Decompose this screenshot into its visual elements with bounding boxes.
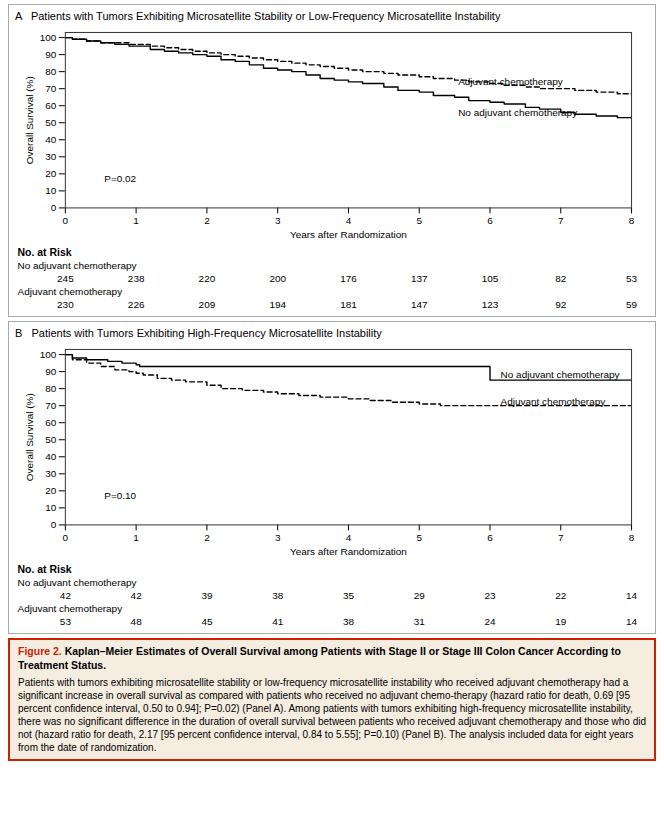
svg-text:5: 5 — [416, 215, 422, 226]
svg-text:100: 100 — [40, 349, 57, 360]
svg-text:20: 20 — [45, 485, 57, 496]
svg-text:59: 59 — [626, 299, 638, 310]
svg-text:22: 22 — [555, 590, 567, 601]
svg-text:48: 48 — [131, 616, 143, 627]
svg-text:14: 14 — [626, 616, 638, 627]
svg-text:29: 29 — [414, 590, 426, 601]
svg-text:50: 50 — [45, 434, 57, 445]
svg-text:226: 226 — [128, 299, 145, 310]
svg-text:No adjuvant chemotherapy: No adjuvant chemotherapy — [458, 107, 577, 118]
svg-text:No adjuvant chemotherapy: No adjuvant chemotherapy — [18, 577, 137, 588]
svg-text:0: 0 — [51, 202, 57, 213]
svg-text:40: 40 — [45, 451, 57, 462]
svg-text:42: 42 — [60, 590, 72, 601]
svg-text:238: 238 — [128, 273, 145, 284]
svg-text:Adjuvant chemotherapy: Adjuvant chemotherapy — [458, 76, 563, 87]
svg-text:Years after Randomization: Years after Randomization — [290, 229, 407, 240]
svg-text:50: 50 — [45, 117, 57, 128]
svg-text:8: 8 — [629, 532, 635, 543]
svg-text:45: 45 — [201, 616, 213, 627]
svg-text:0: 0 — [63, 532, 69, 543]
svg-text:No. at Risk: No. at Risk — [18, 248, 72, 259]
svg-text:38: 38 — [343, 616, 355, 627]
svg-text:181: 181 — [340, 299, 357, 310]
svg-text:90: 90 — [45, 366, 57, 377]
svg-text:60: 60 — [45, 100, 57, 111]
svg-text:209: 209 — [199, 299, 216, 310]
svg-text:10: 10 — [45, 502, 57, 513]
svg-text:220: 220 — [199, 273, 216, 284]
svg-text:194: 194 — [269, 299, 286, 310]
svg-text:176: 176 — [340, 273, 357, 284]
html-text:B Patients with Tumors Exhibit: B Patients with Tumors Exhibiting High-F… — [15, 327, 382, 340]
svg-text:245: 245 — [57, 273, 74, 284]
svg-text:82: 82 — [555, 273, 567, 284]
svg-text:No adjuvant chemotherapy: No adjuvant chemotherapy — [501, 369, 620, 380]
svg-text:6: 6 — [487, 215, 493, 226]
svg-text:147: 147 — [411, 299, 428, 310]
svg-text:200: 200 — [269, 273, 286, 284]
svg-text:8: 8 — [629, 215, 635, 226]
svg-text:24: 24 — [484, 616, 496, 627]
svg-text:3: 3 — [275, 532, 281, 543]
html-text:Patients with tumors exhibitin: Patients with tumors exhibiting microsat… — [18, 677, 646, 754]
svg-text:2: 2 — [204, 532, 210, 543]
svg-text:80: 80 — [45, 66, 57, 77]
svg-text:Overall Survival (%): Overall Survival (%) — [24, 76, 35, 164]
svg-text:70: 70 — [45, 400, 57, 411]
svg-text:30: 30 — [45, 468, 57, 479]
svg-text:42: 42 — [131, 590, 143, 601]
svg-text:0: 0 — [63, 215, 69, 226]
svg-text:35: 35 — [343, 590, 355, 601]
svg-text:5: 5 — [416, 532, 422, 543]
svg-text:Years after Randomization: Years after Randomization — [290, 546, 407, 557]
svg-text:0: 0 — [51, 519, 57, 530]
svg-text:1: 1 — [133, 215, 139, 226]
svg-text:100: 100 — [40, 32, 57, 43]
svg-text:14: 14 — [626, 590, 638, 601]
svg-text:Adjuvant chemotherapy: Adjuvant chemotherapy — [501, 397, 606, 408]
svg-text:Adjuvant chemotherapy: Adjuvant chemotherapy — [18, 286, 123, 297]
svg-text:230: 230 — [57, 299, 74, 310]
svg-text:53: 53 — [626, 273, 638, 284]
svg-text:1: 1 — [133, 532, 139, 543]
svg-text:4: 4 — [346, 532, 352, 543]
svg-text:105: 105 — [482, 273, 499, 284]
svg-text:Adjuvant chemotherapy: Adjuvant chemotherapy — [18, 603, 123, 614]
svg-text:40: 40 — [45, 134, 57, 145]
svg-text:P=0.10: P=0.10 — [104, 490, 136, 501]
svg-text:92: 92 — [555, 299, 567, 310]
svg-text:31: 31 — [414, 616, 426, 627]
svg-text:7: 7 — [558, 215, 564, 226]
svg-text:30: 30 — [45, 151, 57, 162]
svg-text:123: 123 — [482, 299, 499, 310]
svg-text:23: 23 — [484, 590, 496, 601]
svg-text:137: 137 — [411, 273, 428, 284]
svg-text:38: 38 — [272, 590, 284, 601]
svg-text:80: 80 — [45, 383, 57, 394]
svg-text:20: 20 — [45, 168, 57, 179]
svg-text:3: 3 — [275, 215, 281, 226]
html-text:Figure 2. Kaplan–Meier Estimat: Figure 2. Kaplan–Meier Estimates of Over… — [18, 645, 624, 671]
svg-text:90: 90 — [45, 49, 57, 60]
svg-text:53: 53 — [60, 616, 72, 627]
svg-text:Overall Survival (%): Overall Survival (%) — [24, 393, 35, 481]
svg-text:70: 70 — [45, 83, 57, 94]
svg-text:No. at Risk: No. at Risk — [18, 565, 72, 576]
svg-text:4: 4 — [346, 215, 352, 226]
svg-text:6: 6 — [487, 532, 493, 543]
svg-text:41: 41 — [272, 616, 284, 627]
svg-text:10: 10 — [45, 185, 57, 196]
svg-text:7: 7 — [558, 532, 564, 543]
svg-text:60: 60 — [45, 417, 57, 428]
svg-text:19: 19 — [555, 616, 567, 627]
html-text:A Patients with Tumors Exhibit: A Patients with Tumors Exhibiting Micros… — [15, 10, 501, 22]
svg-text:P=0.02: P=0.02 — [104, 173, 136, 184]
svg-text:39: 39 — [201, 590, 213, 601]
svg-text:2: 2 — [204, 215, 210, 226]
svg-text:No adjuvant chemotherapy: No adjuvant chemotherapy — [18, 260, 137, 271]
